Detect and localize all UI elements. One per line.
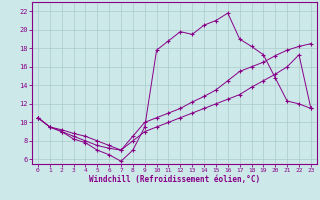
X-axis label: Windchill (Refroidissement éolien,°C): Windchill (Refroidissement éolien,°C) — [89, 175, 260, 184]
